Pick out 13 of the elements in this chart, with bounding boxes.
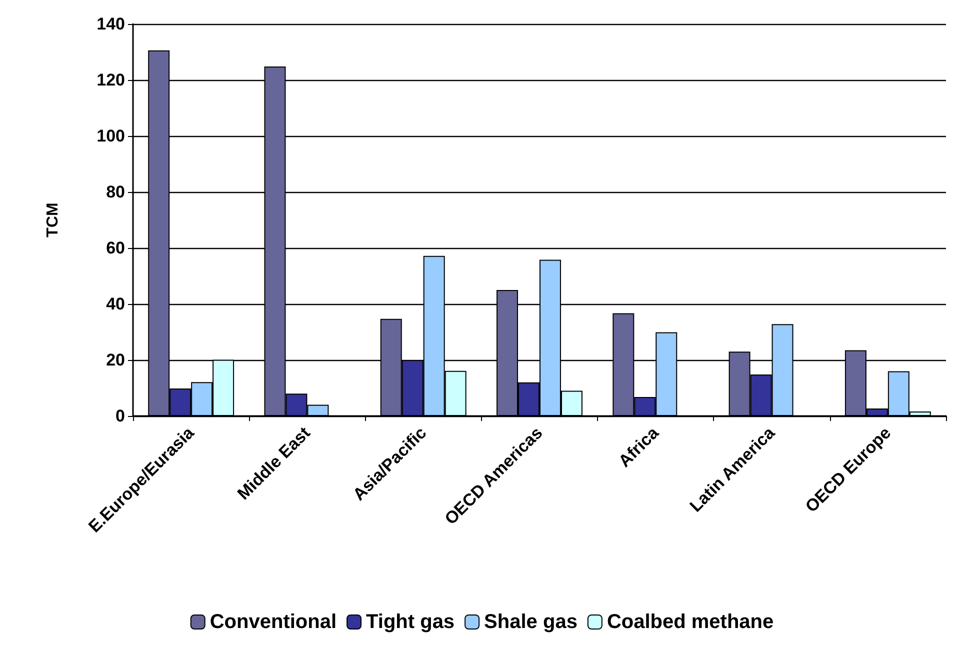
y-tick-label: 60 bbox=[106, 238, 125, 258]
legend-label: Coalbed methane bbox=[606, 611, 774, 633]
y-tick-label: 100 bbox=[96, 126, 125, 146]
legend-label: Tight gas bbox=[366, 611, 455, 633]
y-tick-label: 80 bbox=[106, 182, 125, 202]
y-tick-label: 0 bbox=[116, 406, 125, 426]
y-tick-label: 40 bbox=[106, 294, 125, 314]
y-tick-label: 140 bbox=[96, 14, 125, 34]
y-tick-label: 120 bbox=[96, 70, 125, 90]
y-axis-title: TCM bbox=[44, 202, 62, 238]
legend-label: Conventional bbox=[210, 611, 337, 633]
y-tick-label: 20 bbox=[106, 350, 125, 370]
legend-label: Shale gas bbox=[484, 611, 578, 633]
